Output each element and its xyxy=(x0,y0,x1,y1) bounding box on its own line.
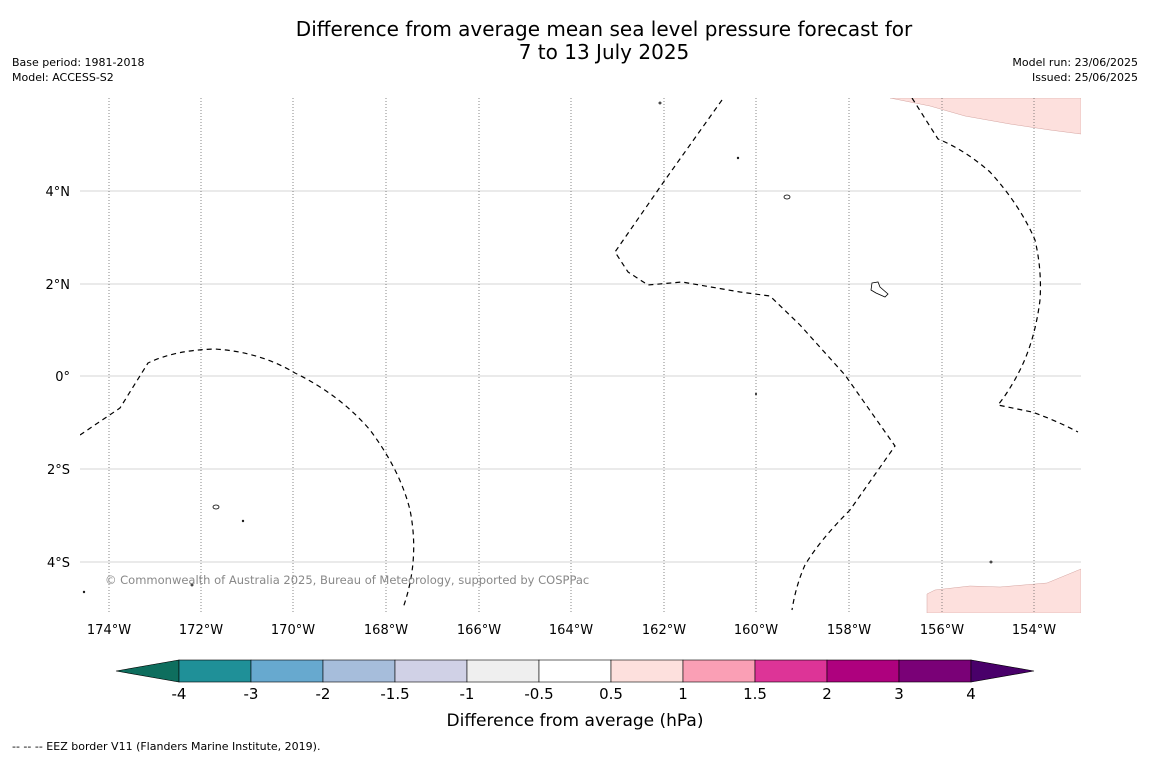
colorbar-tick-label: 1 xyxy=(678,685,688,703)
lon-label: 168°W xyxy=(364,623,408,638)
colorbar-segment xyxy=(826,659,900,683)
eez-border-central xyxy=(614,99,896,611)
latitude-labels: 4°N 2°N 0° 2°S 4°S xyxy=(46,185,71,571)
colorbar-segment xyxy=(322,659,396,683)
longitude-gridlines xyxy=(108,98,1035,613)
lat-label: 2°N xyxy=(46,278,71,293)
colorbar-tick-label: -0.5 xyxy=(524,685,553,703)
eez-border-western xyxy=(80,348,415,609)
colorbar-tick-label: -4 xyxy=(172,685,187,703)
colorbar-segment xyxy=(682,659,756,683)
island-a xyxy=(783,194,791,200)
latitude-gridlines xyxy=(80,190,1081,563)
islands xyxy=(82,101,993,594)
lat-label: 2°S xyxy=(47,463,70,478)
positive-anomaly-area-north xyxy=(889,98,1081,135)
colorbar-label: Difference from average (hPa) xyxy=(447,711,704,731)
eez-borders xyxy=(80,98,1079,611)
colorbar-segment xyxy=(898,659,972,683)
island-b xyxy=(212,504,220,510)
colorbar-segment xyxy=(466,659,540,683)
colorbar-tick-label: 4 xyxy=(966,685,976,703)
colorbar-tick-label: 3 xyxy=(894,685,904,703)
colorbar-segment xyxy=(250,659,324,683)
meta-left: Base period: 1981-2018 Model: ACCESS-S2 xyxy=(12,55,144,85)
colorbar-tick-label: -1.5 xyxy=(380,685,409,703)
colorbar-tick-labels: -4 -3 -2 -1.5 -1 -0.5 0.5 1 1.5 2 3 4 xyxy=(172,685,976,703)
longitude-labels: 174°W 172°W 170°W 168°W 166°W 164°W 162°… xyxy=(87,623,1056,638)
meta-right: Model run: 23/06/2025 Issued: 25/06/2025 xyxy=(1012,55,1138,85)
colorbar-segment xyxy=(610,659,684,683)
colorbar-tick-label: 2 xyxy=(822,685,832,703)
colorbar-tick-label: -1 xyxy=(460,685,475,703)
eez-legend-note: -- -- -- EEZ border V11 (Flanders Marine… xyxy=(12,740,321,753)
island-i xyxy=(82,590,86,594)
lon-label: 166°W xyxy=(457,623,501,638)
issued-text: Issued: 25/06/2025 xyxy=(1031,71,1138,84)
model-run-text: Model run: 23/06/2025 xyxy=(1012,56,1138,69)
lon-label: 156°W xyxy=(920,623,964,638)
colorbar-extend-high xyxy=(970,659,1035,683)
lon-label: 162°W xyxy=(642,623,686,638)
island-d xyxy=(736,156,740,160)
colorbar-tick-label: -2 xyxy=(316,685,331,703)
lon-label: 172°W xyxy=(179,623,223,638)
colorbar-tick-label: -3 xyxy=(244,685,259,703)
island-c xyxy=(658,101,662,105)
lon-label: 154°W xyxy=(1012,623,1056,638)
island-g xyxy=(190,583,194,587)
lon-label: 170°W xyxy=(271,623,315,638)
map-title: Difference from average mean sea level p… xyxy=(0,18,1150,64)
island-f xyxy=(241,519,245,523)
lon-label: 158°W xyxy=(827,623,871,638)
map-plot-area xyxy=(80,98,1081,613)
lat-label: 4°N xyxy=(46,185,71,200)
colorbar-segment xyxy=(178,659,252,683)
lon-label: 174°W xyxy=(87,623,131,638)
colorbar-tick-label: 0.5 xyxy=(599,685,623,703)
eez-border-eastern xyxy=(911,98,1079,433)
island-h xyxy=(989,560,993,564)
island-e xyxy=(755,392,758,395)
copyright-notice: © Commonwealth of Australia 2025, Bureau… xyxy=(105,573,589,587)
colorbar-segment xyxy=(394,659,468,683)
base-period-text: Base period: 1981-2018 xyxy=(12,56,145,69)
colorbar-tick-label: 1.5 xyxy=(743,685,767,703)
title-line-1: Difference from average mean sea level p… xyxy=(295,17,913,41)
positive-anomaly-area-south xyxy=(926,568,1081,613)
colorbar xyxy=(115,659,1035,683)
lon-label: 164°W xyxy=(549,623,593,638)
title-line-2: 7 to 13 July 2025 xyxy=(518,40,690,64)
colorbar-segment xyxy=(538,659,612,683)
island-kiritimati xyxy=(870,281,889,298)
model-text: Model: ACCESS-S2 xyxy=(12,71,114,84)
colorbar-extend-low xyxy=(115,659,180,683)
lat-label: 0° xyxy=(55,370,70,385)
lat-label: 4°S xyxy=(47,556,70,571)
colorbar-segment xyxy=(754,659,828,683)
lon-label: 160°W xyxy=(734,623,778,638)
